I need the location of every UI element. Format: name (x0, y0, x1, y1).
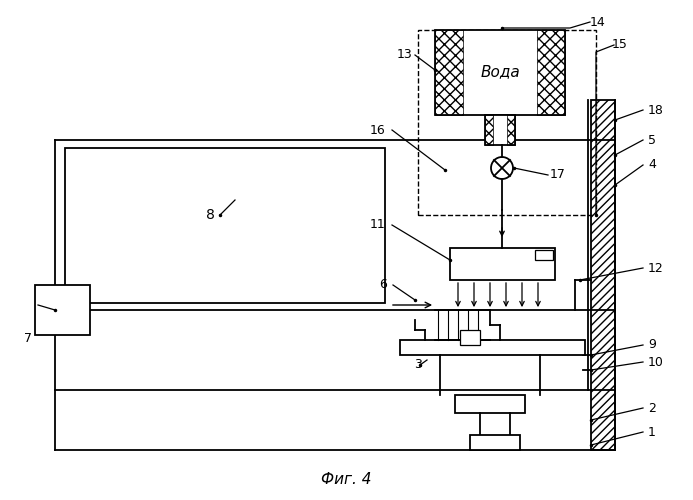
Text: 7: 7 (24, 332, 32, 344)
Text: 13: 13 (397, 48, 413, 62)
Text: 9: 9 (648, 338, 656, 351)
Text: 11: 11 (370, 218, 386, 232)
Bar (35, 285, 90, 335)
Bar (507, 115, 515, 145)
Bar (418, 30, 596, 215)
Text: 1: 1 (648, 426, 656, 438)
Bar (455, 395, 525, 413)
Bar (435, 30, 463, 115)
Text: 8: 8 (206, 208, 214, 222)
Text: 4: 4 (648, 158, 656, 172)
Text: 5: 5 (648, 134, 656, 146)
Bar (450, 248, 555, 280)
Bar (470, 435, 520, 450)
Text: 15: 15 (612, 38, 628, 52)
Text: 12: 12 (648, 262, 664, 274)
Text: Вода: Вода (480, 64, 520, 80)
Bar (400, 340, 585, 355)
Text: 3: 3 (414, 358, 422, 372)
Text: 6: 6 (379, 278, 387, 291)
Bar (460, 330, 480, 345)
Text: 2: 2 (648, 402, 656, 414)
Bar (537, 30, 565, 115)
Text: 17: 17 (550, 168, 566, 181)
Text: Фиг. 4: Фиг. 4 (321, 472, 371, 488)
Bar (435, 30, 565, 115)
Text: 14: 14 (590, 16, 606, 28)
Bar (535, 250, 553, 260)
Bar (591, 100, 615, 450)
Bar (485, 115, 515, 145)
Text: 16: 16 (370, 124, 386, 136)
Bar (485, 115, 493, 145)
Bar (65, 148, 385, 303)
Text: 18: 18 (648, 104, 664, 117)
Text: 10: 10 (648, 356, 664, 368)
